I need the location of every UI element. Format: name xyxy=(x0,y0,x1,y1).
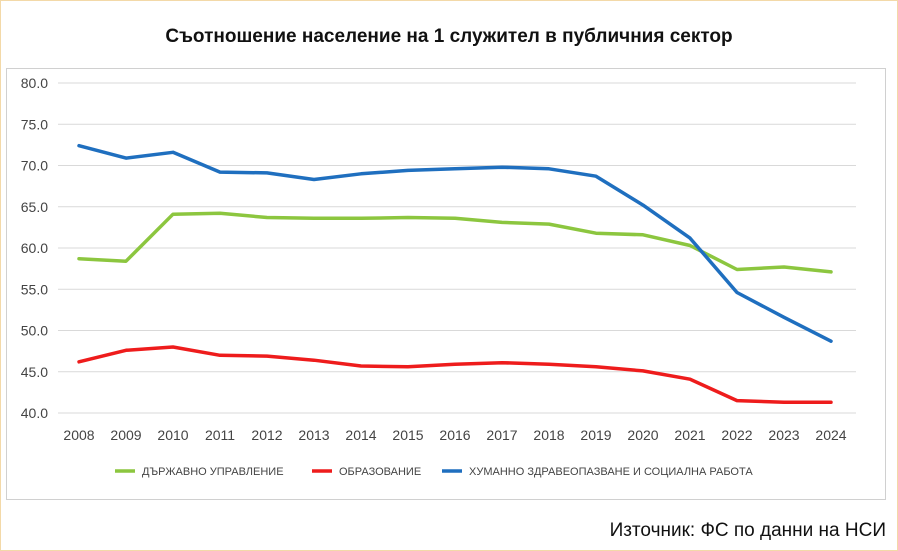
series-line-1 xyxy=(79,347,831,402)
x-axis-ticks: 2008 2009 2010 2011 2012 2013 2014 2015 2016 2017… xyxy=(63,427,846,443)
x-tick-label: 2009 xyxy=(110,427,141,443)
x-tick-label: 2008 xyxy=(63,427,94,443)
x-tick-label: 2012 xyxy=(251,427,282,443)
x-tick-label: 2019 xyxy=(580,427,611,443)
x-tick-label: 2018 xyxy=(533,427,564,443)
x-tick-label: 2022 xyxy=(721,427,752,443)
x-tick-label: 2011 xyxy=(205,427,235,443)
x-tick-label: 2010 xyxy=(157,427,188,443)
legend-label-2: ХУМАННО ЗДРАВЕОПАЗВАНЕ И СОЦИАЛНА РАБОТА xyxy=(469,466,753,478)
y-tick-label: 55.0 xyxy=(21,281,48,297)
x-tick-label: 2021 xyxy=(674,427,705,443)
x-tick-label: 2023 xyxy=(768,427,799,443)
legend-label-1: ОБРАЗОВАНИЕ xyxy=(339,466,421,478)
y-tick-label: 80.0 xyxy=(21,75,48,91)
series-lines xyxy=(79,146,831,403)
series-line-0 xyxy=(79,213,831,272)
x-tick-label: 2017 xyxy=(486,427,517,443)
y-tick-label: 75.0 xyxy=(21,116,48,132)
source-note: Източник: ФС по данни на НСИ xyxy=(610,520,886,542)
y-tick-label: 45.0 xyxy=(21,364,48,380)
y-tick-label: 40.0 xyxy=(21,405,48,421)
series-line-2 xyxy=(79,146,831,342)
x-tick-label: 2024 xyxy=(815,427,846,443)
legend: ДЪРЖАВНО УПРАВЛЕНИЕ ОБРАЗОВАНИЕ ХУМАННО ЗД… xyxy=(115,466,753,478)
x-tick-label: 2015 xyxy=(392,427,423,443)
y-tick-label: 50.0 xyxy=(21,323,48,339)
x-tick-label: 2016 xyxy=(439,427,470,443)
y-tick-label: 65.0 xyxy=(21,199,48,215)
y-axis-ticks: 40.0 45.0 50.0 55.0 60.0 65.0 70.0 75.0 80.0 xyxy=(21,75,48,421)
y-tick-label: 70.0 xyxy=(21,158,48,174)
legend-label-0: ДЪРЖАВНО УПРАВЛЕНИЕ xyxy=(142,466,284,478)
x-tick-label: 2020 xyxy=(627,427,658,443)
x-tick-label: 2013 xyxy=(298,427,329,443)
x-tick-label: 2014 xyxy=(345,427,376,443)
y-tick-label: 60.0 xyxy=(21,240,48,256)
